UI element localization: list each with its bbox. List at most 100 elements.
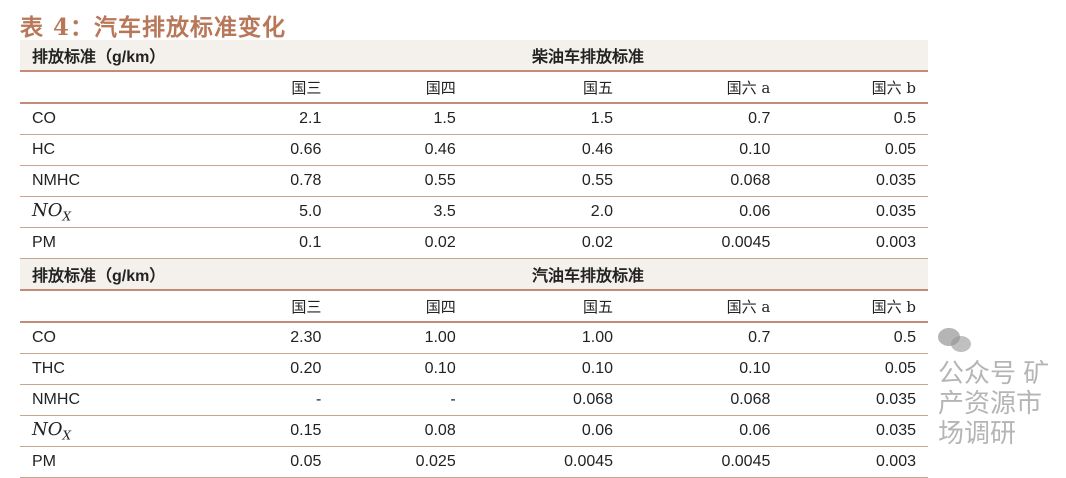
table-cell: 1.5 bbox=[333, 103, 468, 135]
table-cell: 0.20 bbox=[222, 353, 334, 385]
column-header: 国三 bbox=[222, 290, 334, 323]
table-cell: 0.55 bbox=[333, 165, 468, 197]
column-header: 国六 a bbox=[625, 71, 783, 104]
table-cell: 0.003 bbox=[782, 227, 928, 259]
watermark-text: 公众号 矿产资源市场调研 bbox=[938, 358, 1050, 448]
table-cell: - bbox=[222, 384, 334, 416]
table-cell: 0.66 bbox=[222, 134, 334, 166]
column-header-row: 国三 国四 国五 国六 a 国六 b bbox=[20, 290, 928, 323]
table-cell: 0.02 bbox=[467, 227, 626, 259]
row-label: CO bbox=[20, 322, 222, 354]
table-cell: 0.78 bbox=[222, 165, 334, 197]
pollutant-name: NO bbox=[32, 419, 63, 441]
emission-standards-table: 排放标准（g/km） 柴油车排放标准 国三 国四 国五 国六 a 国六 b CO 2.1 1.5 1… bbox=[20, 40, 928, 478]
pollutant-name: HC bbox=[32, 141, 56, 158]
pollutant-name: NMHC bbox=[32, 172, 80, 189]
pollutant-name: CO bbox=[32, 110, 56, 127]
table-cell: 0.55 bbox=[467, 165, 626, 197]
table-cell: 0.7 bbox=[625, 103, 783, 135]
table-cell: 0.05 bbox=[222, 446, 334, 478]
table-cell: 1.00 bbox=[467, 322, 626, 354]
pollutant-name: THC bbox=[32, 360, 65, 377]
row-label: NOX bbox=[20, 196, 222, 228]
table-cell: 0.10 bbox=[625, 134, 783, 166]
row-label: HC bbox=[20, 134, 222, 166]
table-row: NMHC - -0.068 0.068 0.035 bbox=[20, 384, 928, 416]
table-cell: 0.46 bbox=[467, 134, 626, 166]
pollutant-name: NMHC bbox=[32, 391, 80, 408]
table-cell: 5.0 bbox=[222, 196, 334, 228]
unit-label: 排放标准（g/km） bbox=[20, 40, 222, 72]
table-cell: 0.035 bbox=[782, 196, 928, 228]
table-cell: 2.0 bbox=[467, 196, 626, 228]
column-header: 国四 bbox=[333, 290, 468, 323]
row-label: NMHC bbox=[20, 384, 222, 416]
column-header: 国五 bbox=[467, 71, 626, 104]
table-cell: 0.06 bbox=[625, 196, 783, 228]
table-title: 表 4：汽车排放标准变化 bbox=[20, 14, 287, 41]
table-cell: 0.025 bbox=[333, 446, 468, 478]
pollutant-subscript: X bbox=[62, 428, 72, 443]
column-header: 国五 bbox=[467, 290, 626, 323]
table-cell: 0.5 bbox=[782, 103, 928, 135]
row-label: NMHC bbox=[20, 165, 222, 197]
table-cell: 0.068 bbox=[625, 165, 783, 197]
table-cell: 2.1 bbox=[222, 103, 334, 135]
table-row: CO 2.1 1.5 1.5 0.7 0.5 bbox=[20, 103, 928, 135]
table-cell: - bbox=[333, 384, 468, 416]
table-row: PM 0.05 0.025 0.0045 0.0045 0.003 bbox=[20, 446, 928, 478]
section-header: 排放标准（g/km） 汽油车排放标准 bbox=[20, 258, 928, 291]
table-cell: 0.5 bbox=[782, 322, 928, 354]
table-cell: 0.02 bbox=[333, 227, 468, 259]
table-row: NMHC 0.78 0.55 0.55 0.068 0.035 bbox=[20, 165, 928, 197]
column-header: 国六 b bbox=[782, 290, 928, 323]
pollutant-subscript: X bbox=[62, 209, 72, 224]
table-row: PM 0.1 0.02 0.02 0.0045 0.003 bbox=[20, 227, 928, 259]
table-row: NOX 0.15 0.08 0.06 0.06 0.035 bbox=[20, 415, 928, 447]
section-header: 排放标准（g/km） 柴油车排放标准 bbox=[20, 40, 928, 72]
group-label: 柴油车排放标准 bbox=[222, 40, 928, 72]
table-cell: 0.05 bbox=[782, 353, 928, 385]
row-label: PM bbox=[20, 446, 222, 478]
table-row: THC 0.20 0.10 0.10 0.10 0.05 bbox=[20, 353, 928, 385]
table-cell: 0.10 bbox=[467, 353, 626, 385]
column-header-row: 国三 国四 国五 国六 a 国六 b bbox=[20, 71, 928, 104]
table-cell: 0.10 bbox=[333, 353, 468, 385]
table-cell: 0.1 bbox=[222, 227, 334, 259]
table-cell: 0.035 bbox=[782, 415, 928, 447]
table-cell: 0.0045 bbox=[467, 446, 626, 478]
column-header: 国四 bbox=[333, 71, 468, 104]
table-cell: 2.30 bbox=[222, 322, 334, 354]
table-cell: 0.06 bbox=[625, 415, 783, 447]
table-cell: 0.15 bbox=[222, 415, 334, 447]
row-label: NOX bbox=[20, 415, 222, 447]
table-cell: 1.5 bbox=[467, 103, 626, 135]
row-label: PM bbox=[20, 227, 222, 259]
table-row: CO 2.30 1.00 1.00 0.7 0.5 bbox=[20, 322, 928, 354]
row-label: THC bbox=[20, 353, 222, 385]
table-row: NOX 5.0 3.5 2.0 0.06 0.035 bbox=[20, 196, 928, 228]
table-cell: 0.46 bbox=[333, 134, 468, 166]
row-label: CO bbox=[20, 103, 222, 135]
table-cell: 0.0045 bbox=[625, 227, 783, 259]
table-cell: 0.068 bbox=[467, 384, 626, 416]
table-cell: 0.7 bbox=[625, 322, 783, 354]
table-cell: 0.05 bbox=[782, 134, 928, 166]
table-cell: 0.10 bbox=[625, 353, 783, 385]
column-header: 国六 a bbox=[625, 290, 783, 323]
pollutant-name: PM bbox=[32, 234, 56, 251]
group-label: 汽油车排放标准 bbox=[222, 258, 928, 291]
table-cell: 0.035 bbox=[782, 384, 928, 416]
column-header: 国六 b bbox=[782, 71, 928, 104]
wechat-icon bbox=[938, 326, 972, 354]
pollutant-name: PM bbox=[32, 453, 56, 470]
table-cell: 0.035 bbox=[782, 165, 928, 197]
table-cell: 0.003 bbox=[782, 446, 928, 478]
table-cell: 0.0045 bbox=[625, 446, 783, 478]
table-cell: 0.06 bbox=[467, 415, 626, 447]
pollutant-name: NO bbox=[32, 200, 63, 222]
pollutant-name: CO bbox=[32, 329, 56, 346]
table-cell: 0.08 bbox=[333, 415, 468, 447]
table-cell: 0.068 bbox=[625, 384, 783, 416]
table-cell: 1.00 bbox=[333, 322, 468, 354]
